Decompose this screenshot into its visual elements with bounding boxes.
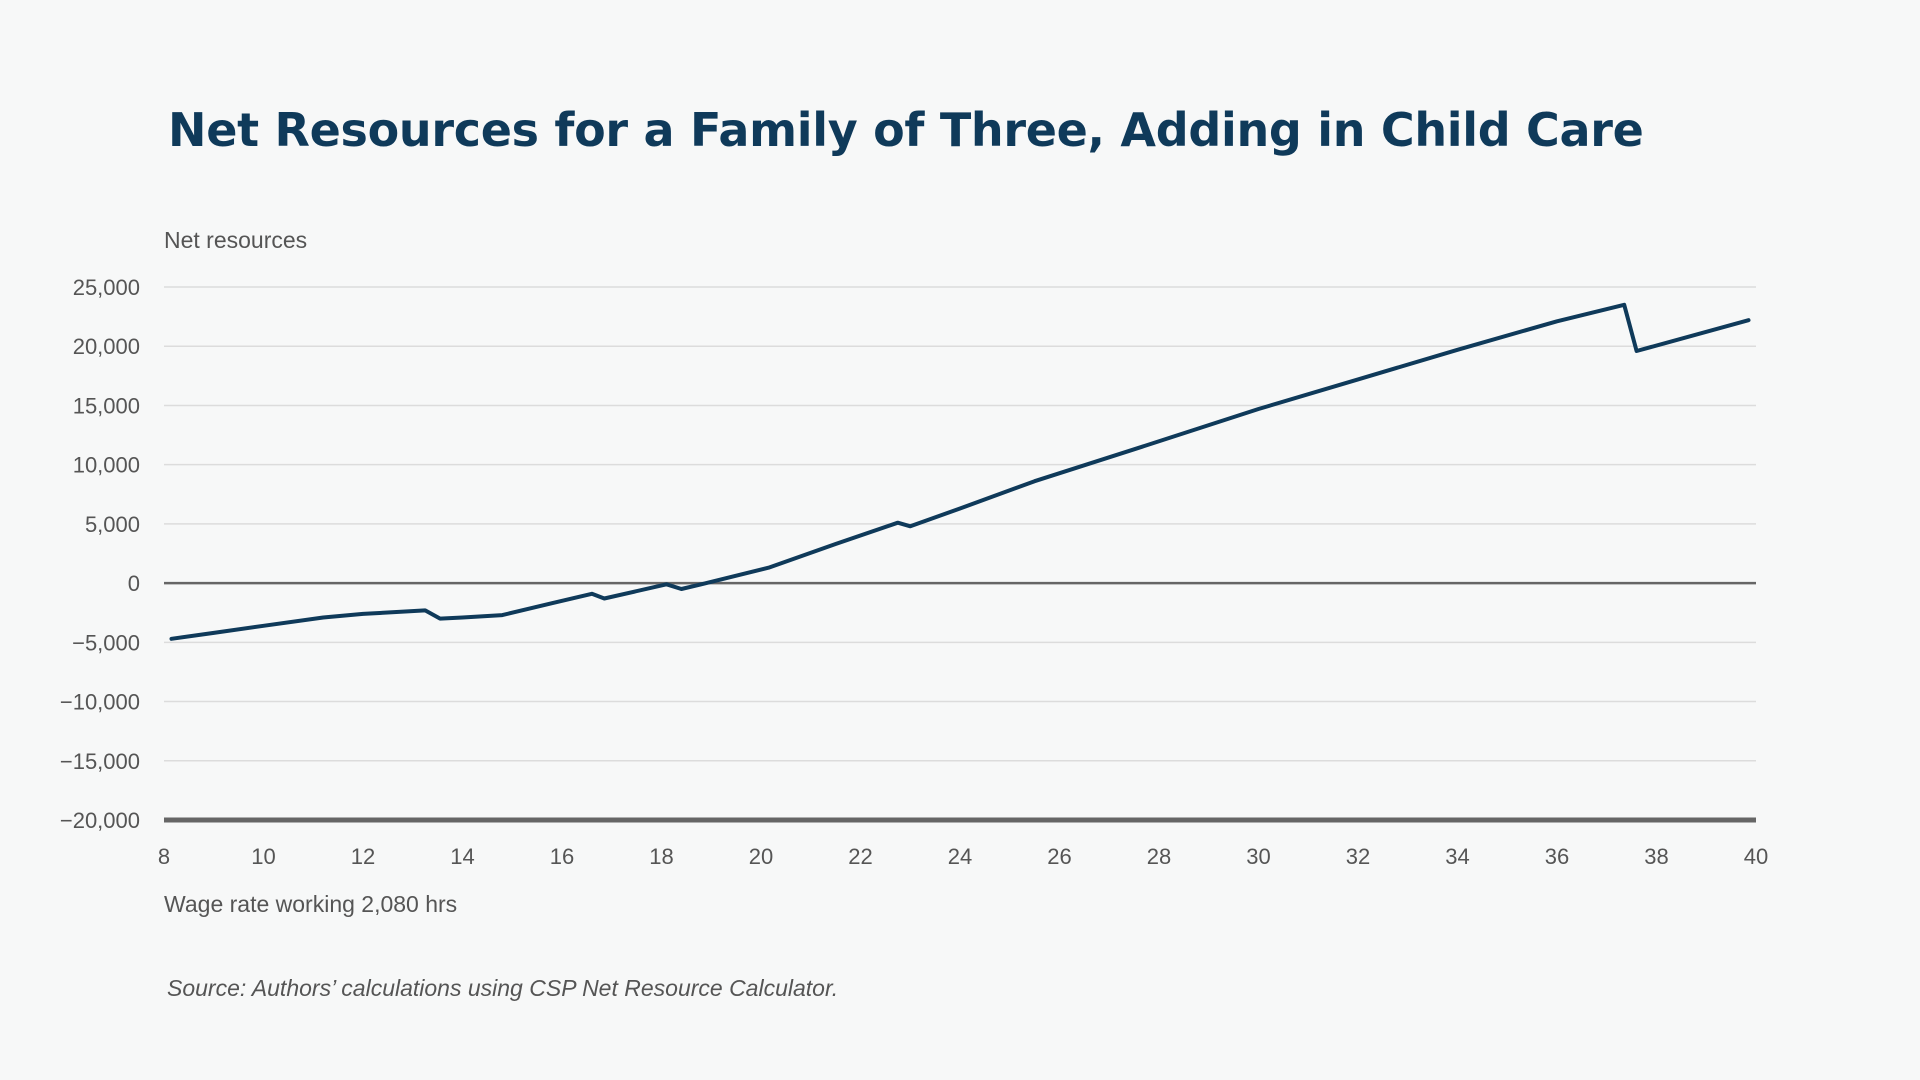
y-tick-label: −10,000 (60, 690, 140, 715)
series-layer (169, 302, 1751, 641)
x-tick-label: 28 (1147, 844, 1171, 869)
x-tick-label: 20 (749, 844, 773, 869)
x-tick-label: 24 (948, 844, 972, 869)
x-tick-label: 26 (1047, 844, 1071, 869)
x-tick-label: 8 (158, 844, 170, 869)
gridlines (164, 286, 1756, 823)
x-tick-label: 34 (1445, 844, 1469, 869)
y-tick-label: −20,000 (60, 808, 140, 833)
x-tick-label: 38 (1644, 844, 1668, 869)
x-tick-label: 16 (550, 844, 574, 869)
y-tick-label: 15,000 (73, 393, 140, 418)
y-tick-label: 25,000 (73, 275, 140, 300)
x-tick-label: 40 (1744, 844, 1768, 869)
x-tick-label: 12 (351, 844, 375, 869)
x-tick-label: 14 (450, 844, 474, 869)
y-axis-label: Net resources (164, 227, 308, 253)
y-tick-label: 0 (128, 571, 140, 596)
y-tick-label: 10,000 (73, 453, 140, 478)
y-tick-label: −5,000 (72, 630, 140, 655)
y-tick-label: −15,000 (60, 749, 140, 774)
y-tick-label: 20,000 (73, 334, 140, 359)
x-tick-label: 10 (251, 844, 275, 869)
x-tick-label: 22 (848, 844, 872, 869)
y-tick-labels: 25,000 20,000 15,000 10,000 5,000 0 −5,000 −10,… (60, 275, 140, 833)
x-axis-label: Wage rate working 2,080 hrs (164, 891, 458, 917)
y-tick-label: 5,000 (85, 512, 140, 537)
x-tick-labels: 8 10 12 14 16 18 20 22 24 26 28 30 32 34 36 38 40 (158, 844, 1768, 869)
series-line (169, 302, 1751, 641)
source-note: Source: Authors’ calculations using CSP … (167, 975, 839, 1001)
x-tick-label: 18 (649, 844, 673, 869)
x-tick-label: 30 (1246, 844, 1270, 869)
chart-title: Net Resources for a Family of Three, Add… (168, 103, 1644, 157)
x-tick-label: 36 (1545, 844, 1569, 869)
x-tick-label: 32 (1346, 844, 1370, 869)
